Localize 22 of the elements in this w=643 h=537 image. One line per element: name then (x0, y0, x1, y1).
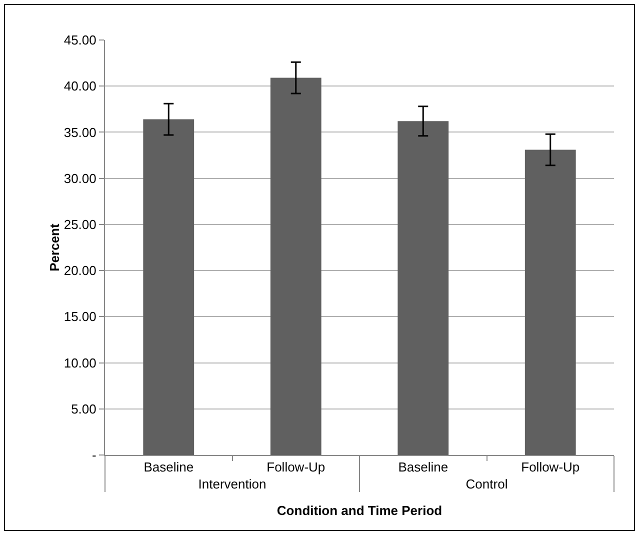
bar (143, 119, 194, 455)
y-tick-label: - (92, 448, 96, 463)
y-tick-label: 25.00 (64, 216, 96, 232)
x-axis-title: Condition and Time Period (276, 503, 442, 518)
x-tick-label: Follow-Up (266, 460, 326, 475)
y-tick-label: 45.00 (64, 32, 96, 48)
x-tick-label: Follow-Up (521, 460, 580, 475)
y-tick-label: 10.00 (64, 355, 96, 370)
text: Control (466, 476, 508, 492)
y-tick-label: 40.00 (64, 78, 96, 94)
x-tick-label: Baseline (144, 460, 194, 475)
y-tick-label: 20.00 (64, 263, 96, 278)
y-axis-title: Percent (46, 222, 62, 272)
x-tick-label: Baseline (398, 460, 448, 475)
y-tick-label: 5.00 (71, 401, 96, 416)
bar (270, 78, 322, 455)
y-tick-label: 35.00 (64, 124, 96, 140)
y-tick-label: 15.00 (64, 309, 96, 324)
bar (524, 150, 576, 455)
text: Intervention (198, 476, 266, 492)
bar (398, 121, 449, 455)
y-tick-label: 30.00 (64, 170, 96, 186)
